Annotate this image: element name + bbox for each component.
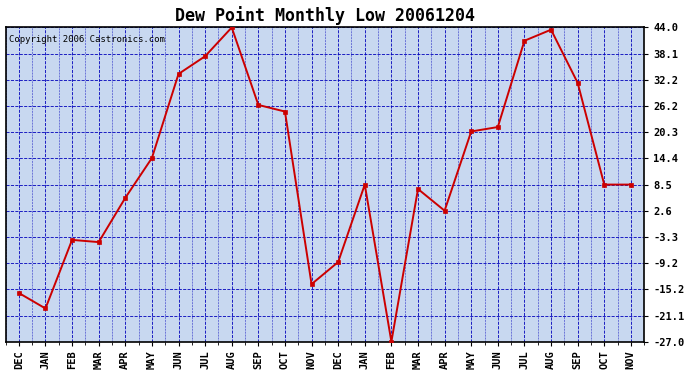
Text: Copyright 2006 Castronics.com: Copyright 2006 Castronics.com <box>9 35 165 44</box>
Title: Dew Point Monthly Low 20061204: Dew Point Monthly Low 20061204 <box>175 6 475 24</box>
